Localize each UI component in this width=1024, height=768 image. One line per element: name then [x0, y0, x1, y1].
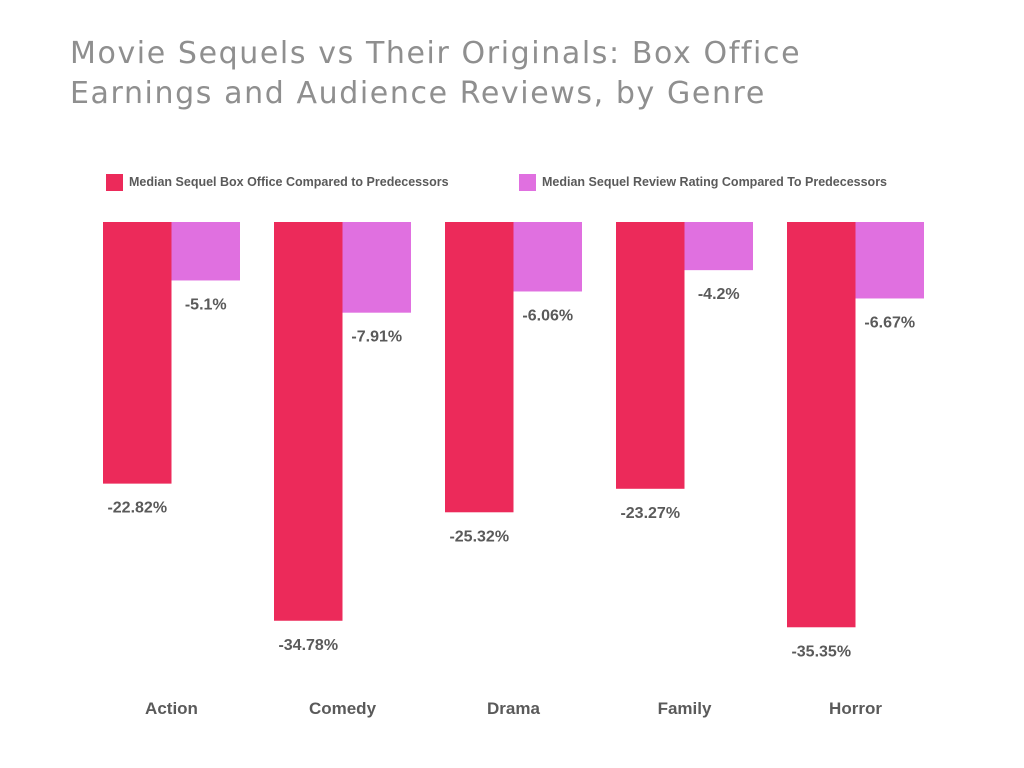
legend-item-review-rating: Median Sequel Review Rating Compared To … — [519, 172, 887, 192]
category-label-drama: Drama — [487, 699, 540, 718]
bar-family-review-rating — [684, 222, 753, 271]
data-label-drama-box-office: -25.32% — [449, 528, 509, 545]
bar-drama-box-office — [445, 222, 514, 513]
data-label-family-review-rating: -4.2% — [698, 286, 740, 303]
data-label-comedy-box-office: -34.78% — [278, 637, 338, 654]
bar-horror-review-rating — [855, 222, 924, 299]
legend-label-review-rating: Median Sequel Review Rating Compared To … — [542, 175, 888, 189]
legend-item-box-office: Median Sequel Box Office Compared to Pre… — [106, 172, 449, 192]
bar-action-review-rating — [171, 222, 240, 281]
category-label-action: Action — [145, 699, 198, 718]
data-label-action-review-rating: -5.1% — [185, 296, 227, 313]
data-label-family-box-office: -23.27% — [620, 505, 680, 522]
data-label-horror-box-office: -35.35% — [791, 643, 851, 660]
legend-swatch-box-office — [106, 173, 123, 191]
category-label-family: Family — [658, 699, 712, 718]
data-label-horror-review-rating: -6.67% — [864, 314, 915, 331]
bar-comedy-box-office — [274, 222, 343, 621]
data-label-drama-review-rating: -6.06% — [522, 307, 573, 324]
chart-title-line-2: Earnings and Audience Reviews, by Genre — [70, 76, 766, 111]
category-label-horror: Horror — [829, 699, 882, 718]
legend-swatch-review-rating — [519, 173, 536, 191]
bar-comedy-review-rating — [342, 222, 411, 313]
bar-drama-review-rating — [513, 222, 582, 292]
bar-horror-box-office — [787, 222, 856, 628]
bar-family-box-office — [616, 222, 685, 489]
chart-title: Movie Sequels vs Their Originals: Box Of… — [70, 34, 970, 114]
chart-title-line-1: Movie Sequels vs Their Originals: Box Of… — [70, 36, 802, 71]
data-label-comedy-review-rating: -7.91% — [351, 329, 402, 346]
bar-action-box-office — [103, 222, 172, 484]
category-label-comedy: Comedy — [309, 699, 377, 718]
legend-label-box-office: Median Sequel Box Office Compared to Pre… — [129, 175, 449, 189]
data-label-action-box-office: -22.82% — [107, 500, 167, 517]
